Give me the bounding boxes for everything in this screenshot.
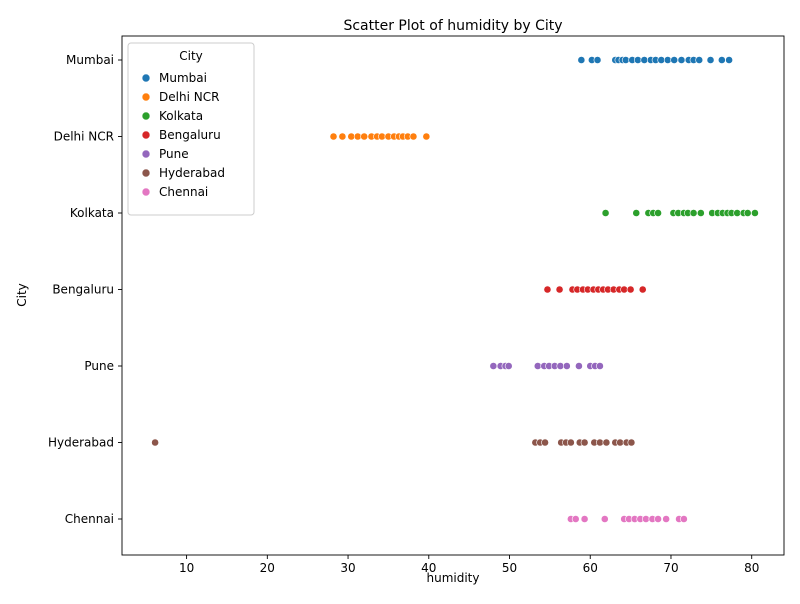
x-tick-label: 70 xyxy=(663,561,678,575)
data-point xyxy=(533,362,542,370)
legend-marker xyxy=(141,187,151,197)
legend-marker xyxy=(141,92,151,102)
data-point xyxy=(577,56,586,64)
data-point xyxy=(695,56,704,64)
x-tick-label: 80 xyxy=(744,561,759,575)
legend-entries: Mumbai Delhi NCR Kolkata Bengaluru Pune Hyder… xyxy=(141,71,225,199)
legend-label: Kolkata xyxy=(159,109,203,123)
data-point xyxy=(353,132,362,141)
data-point xyxy=(602,438,611,447)
x-axis-ticks: 10 20 30 40 50 60 70 80 xyxy=(179,555,759,575)
data-point xyxy=(670,56,679,64)
legend-marker xyxy=(141,111,151,121)
data-point xyxy=(654,515,662,523)
data-point xyxy=(627,438,636,447)
data-point xyxy=(600,515,609,523)
legend-label: Hyderabad xyxy=(159,166,225,180)
data-point xyxy=(596,362,604,370)
data-point xyxy=(601,209,610,217)
data-point xyxy=(657,56,666,64)
data-point xyxy=(566,438,575,447)
data-point xyxy=(556,362,565,370)
legend-label: Chennai xyxy=(159,185,208,199)
data-point xyxy=(409,132,418,141)
data-point xyxy=(575,362,583,370)
x-tick-label: 40 xyxy=(421,561,436,575)
data-point xyxy=(543,285,552,294)
x-tick-label: 30 xyxy=(340,561,355,575)
data-point xyxy=(679,515,688,523)
data-point xyxy=(677,56,686,64)
data-point xyxy=(663,56,672,64)
x-tick-label: 50 xyxy=(502,561,517,575)
x-axis-label: humidity xyxy=(427,571,480,585)
chart-title: Scatter Plot of humidity by City xyxy=(343,18,562,34)
y-axis-label: City xyxy=(15,283,29,307)
data-point xyxy=(571,515,580,523)
legend-marker xyxy=(141,168,151,178)
data-point xyxy=(360,132,369,141)
data-point xyxy=(725,56,734,64)
data-point xyxy=(621,56,630,64)
data-point xyxy=(338,132,347,141)
legend-frame xyxy=(127,42,255,216)
data-point xyxy=(489,362,498,370)
y-tick-label: Bengaluru xyxy=(52,283,114,297)
data-point xyxy=(422,132,431,141)
data-point xyxy=(662,515,671,523)
data-point xyxy=(640,56,649,64)
data-point xyxy=(562,362,571,370)
data-point xyxy=(638,285,647,294)
data-point xyxy=(743,209,752,217)
legend-marker xyxy=(141,73,151,83)
data-point xyxy=(151,438,159,447)
legend-label: Delhi NCR xyxy=(159,90,219,104)
y-tick-label: Kolkata xyxy=(70,206,114,220)
data-point xyxy=(620,285,629,294)
legend-marker xyxy=(141,130,151,140)
data-point xyxy=(751,209,759,217)
x-tick-label: 60 xyxy=(583,561,598,575)
data-point xyxy=(378,132,386,141)
data-point xyxy=(706,56,715,64)
legend-marker xyxy=(141,149,151,159)
data-point xyxy=(642,515,650,523)
data-point xyxy=(717,56,726,64)
data-point xyxy=(541,438,549,447)
y-tick-label: Chennai xyxy=(65,512,114,526)
legend-label: Pune xyxy=(159,147,189,161)
legend-label: Bengaluru xyxy=(159,128,221,142)
data-point xyxy=(689,209,698,217)
data-point xyxy=(654,209,662,217)
x-tick-label: 20 xyxy=(260,561,275,575)
data-point xyxy=(596,438,604,447)
data-point xyxy=(626,285,635,294)
data-point xyxy=(696,209,705,217)
legend-label: Mumbai xyxy=(159,71,207,85)
data-point xyxy=(616,438,625,447)
data-point xyxy=(329,132,338,141)
data-point xyxy=(733,209,742,217)
y-tick-label: Mumbai xyxy=(66,53,114,67)
y-tick-label: Pune xyxy=(84,359,114,373)
data-point xyxy=(580,438,589,447)
plot-frame xyxy=(121,35,785,556)
x-tick-label: 10 xyxy=(179,561,194,575)
legend-title: City xyxy=(179,49,203,63)
y-tick-label: Delhi NCR xyxy=(54,130,114,144)
data-point xyxy=(580,515,589,523)
data-point xyxy=(633,56,642,64)
data-point xyxy=(504,362,513,370)
data-point xyxy=(593,56,602,64)
data-points xyxy=(151,56,759,523)
data-point xyxy=(555,285,564,294)
data-point xyxy=(632,209,641,217)
y-tick-label: Hyderabad xyxy=(48,436,114,450)
legend: City Mumbai Delhi NCR Kolkata Bengaluru Pune… xyxy=(127,42,255,216)
y-axis-ticks: Mumbai Delhi NCR Kolkata Bengaluru Pune Hyder… xyxy=(48,53,122,526)
data-point xyxy=(347,132,356,141)
